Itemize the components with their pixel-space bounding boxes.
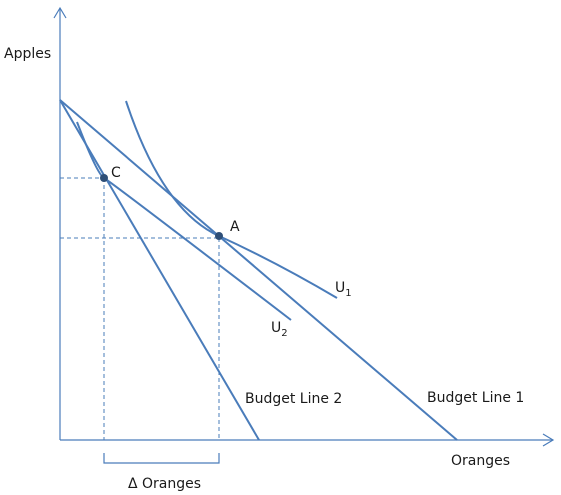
delta-oranges-label: Δ Oranges — [128, 476, 201, 492]
u1-label: U1 — [335, 280, 352, 299]
point-a-marker — [215, 232, 223, 240]
delta-bracket — [103, 453, 220, 464]
indifference-curve-u2 — [76, 121, 292, 321]
budget-line-1 — [59, 99, 458, 441]
budget-line-2 — [59, 99, 260, 441]
point-c-label: C — [111, 165, 121, 181]
x-axis-arrowhead — [542, 433, 555, 447]
u2-label-sub: 2 — [281, 328, 287, 339]
u2-label-base: U — [271, 320, 281, 336]
budget-line-1-label: Budget Line 1 — [427, 390, 524, 406]
y-axis-arrowhead — [53, 6, 67, 19]
x-axis-label: Oranges — [451, 453, 510, 469]
u1-label-sub: 1 — [345, 288, 351, 299]
axes — [53, 6, 555, 447]
guide-lines — [60, 177, 220, 440]
point-c-marker — [100, 174, 108, 182]
budget-line-2-label: Budget Line 2 — [245, 391, 342, 407]
y-axis-label: Apples — [4, 46, 51, 62]
u1-label-base: U — [335, 280, 345, 296]
u2-label: U2 — [271, 320, 288, 339]
point-a-label: A — [230, 219, 240, 235]
